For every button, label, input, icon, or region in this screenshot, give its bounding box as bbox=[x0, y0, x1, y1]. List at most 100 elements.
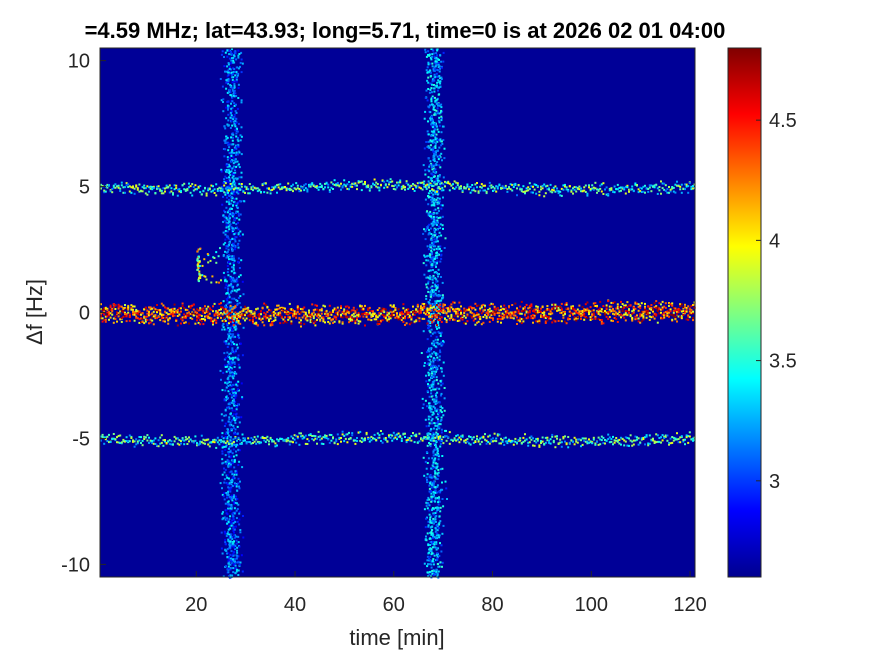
band-speckle bbox=[230, 110, 233, 112]
band-speckle bbox=[427, 280, 430, 283]
line-speckle bbox=[658, 312, 661, 315]
band-speckle bbox=[440, 341, 443, 344]
band-speckle bbox=[430, 486, 433, 489]
line-speckle bbox=[287, 316, 290, 319]
line-speckle bbox=[175, 318, 178, 321]
band-speckle bbox=[436, 327, 438, 330]
line-speckle bbox=[392, 304, 395, 307]
line-speckle bbox=[130, 308, 133, 311]
band-speckle bbox=[229, 559, 232, 562]
band-speckle bbox=[438, 536, 441, 539]
line-speckle bbox=[186, 313, 189, 316]
band-speckle bbox=[235, 151, 238, 154]
line-speckle bbox=[202, 307, 205, 310]
band-speckle bbox=[426, 462, 429, 464]
line-speckle bbox=[620, 300, 622, 303]
line-speckle bbox=[402, 317, 405, 320]
line-speckle bbox=[309, 321, 312, 324]
line-speckle bbox=[684, 310, 686, 313]
line-speckle bbox=[567, 307, 570, 310]
band-speckle bbox=[237, 464, 240, 466]
band-speckle bbox=[427, 180, 430, 183]
band-speckle bbox=[432, 236, 435, 239]
line-speckle bbox=[602, 305, 605, 308]
line-speckle bbox=[232, 324, 235, 327]
band-speckle bbox=[431, 546, 434, 549]
line-speckle bbox=[290, 312, 293, 314]
band-speckle bbox=[434, 142, 437, 145]
line-speckle bbox=[479, 309, 482, 312]
line-speckle bbox=[536, 305, 539, 308]
line-speckle bbox=[533, 310, 536, 313]
line-speckle bbox=[586, 308, 589, 311]
line-speckle bbox=[455, 308, 458, 310]
band-speckle bbox=[435, 237, 438, 240]
line-speckle bbox=[103, 307, 106, 310]
band-speckle bbox=[227, 360, 230, 363]
line-speckle bbox=[567, 318, 570, 321]
line-speckle bbox=[509, 311, 512, 314]
line-speckle bbox=[631, 319, 634, 322]
band-speckle bbox=[429, 481, 432, 484]
line-speckle bbox=[344, 305, 347, 308]
band-speckle bbox=[235, 517, 238, 520]
band-speckle bbox=[429, 275, 432, 278]
band-speckle bbox=[432, 242, 435, 245]
band-speckle bbox=[432, 223, 435, 226]
band-speckle bbox=[437, 420, 440, 423]
band-speckle bbox=[433, 489, 436, 492]
band-speckle bbox=[222, 220, 225, 223]
band-speckle bbox=[238, 421, 241, 424]
line-speckle bbox=[124, 313, 126, 315]
line-speckle bbox=[528, 306, 531, 309]
band-speckle bbox=[225, 106, 228, 109]
line-speckle bbox=[562, 316, 565, 319]
band-speckle bbox=[240, 101, 243, 104]
line-speckle bbox=[237, 188, 240, 191]
line-speckle bbox=[560, 309, 563, 312]
line-speckle bbox=[277, 304, 280, 307]
line-speckle bbox=[624, 304, 627, 307]
line-speckle bbox=[117, 184, 120, 187]
line-speckle bbox=[317, 311, 320, 314]
band-speckle bbox=[230, 560, 233, 562]
line-speckle bbox=[176, 188, 179, 191]
line-speckle bbox=[277, 186, 280, 189]
line-speckle bbox=[343, 308, 346, 311]
line-speckle bbox=[477, 304, 480, 307]
band-speckle bbox=[231, 86, 234, 89]
line-speckle bbox=[604, 310, 606, 313]
band-speckle bbox=[435, 367, 437, 370]
band-speckle bbox=[436, 216, 439, 219]
band-speckle bbox=[231, 248, 234, 251]
line-speckle bbox=[668, 311, 670, 314]
line-speckle bbox=[212, 322, 214, 324]
band-speckle bbox=[233, 158, 236, 161]
band-speckle bbox=[431, 352, 434, 355]
line-speckle bbox=[612, 312, 614, 315]
band-speckle bbox=[227, 62, 230, 65]
band-speckle bbox=[432, 134, 435, 137]
line-speckle bbox=[437, 311, 440, 314]
line-speckle bbox=[413, 320, 416, 323]
band-speckle bbox=[223, 481, 226, 484]
line-speckle bbox=[376, 320, 379, 323]
line-speckle bbox=[296, 311, 299, 314]
band-speckle bbox=[237, 214, 240, 217]
line-speckle bbox=[200, 309, 203, 312]
line-speckle bbox=[348, 188, 350, 191]
line-speckle bbox=[287, 312, 290, 315]
band-speckle bbox=[231, 255, 234, 258]
line-speckle bbox=[277, 307, 280, 310]
band-speckle bbox=[232, 336, 235, 339]
line-speckle bbox=[360, 305, 363, 308]
band-speckle bbox=[431, 343, 434, 346]
band-speckle bbox=[225, 283, 228, 286]
line-speckle bbox=[640, 302, 643, 305]
line-speckle bbox=[279, 311, 282, 314]
line-speckle bbox=[492, 312, 494, 315]
band-speckle bbox=[427, 133, 430, 136]
band-speckle bbox=[440, 257, 443, 260]
band-speckle bbox=[231, 399, 234, 402]
line-speckle bbox=[167, 318, 170, 321]
